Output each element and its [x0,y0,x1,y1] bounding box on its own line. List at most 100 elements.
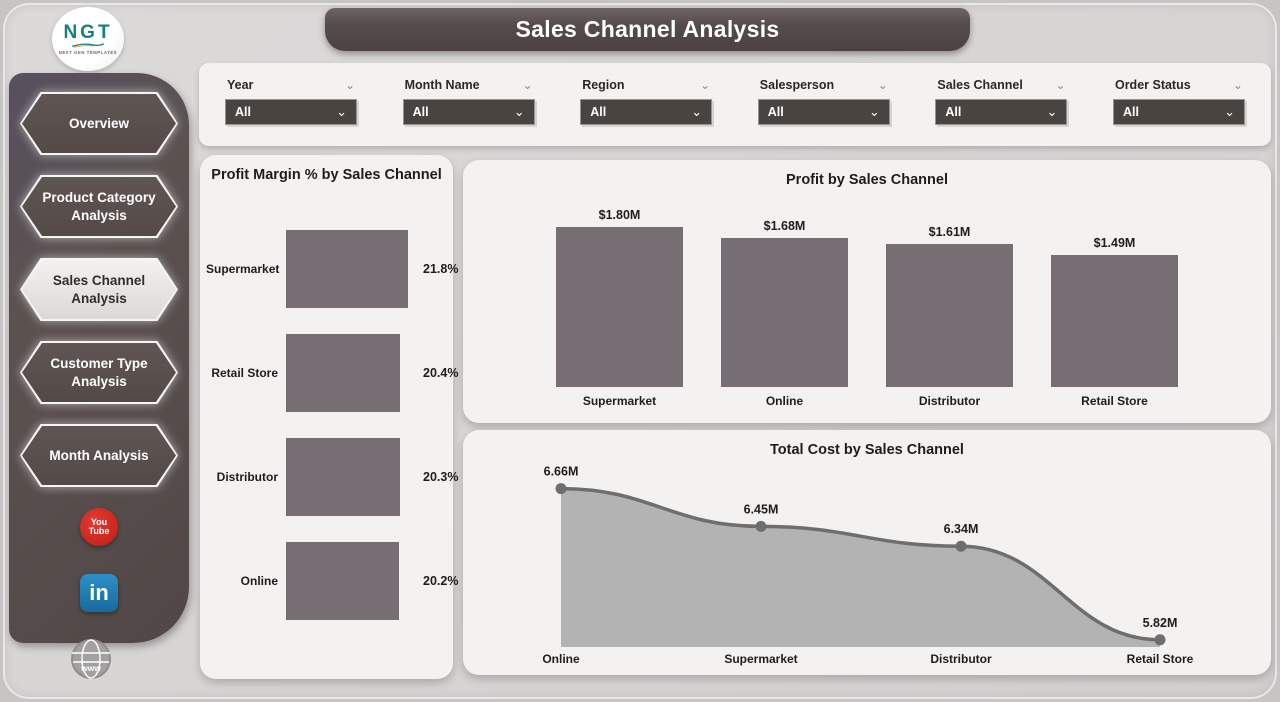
chevron-down-icon[interactable]: ⌄ [522,78,533,92]
data-label: $1.49M [1093,235,1136,250]
category-label: Distributor [216,469,278,484]
data-label: 5.82M [1143,616,1178,630]
bar[interactable] [286,230,408,308]
profit-panel: Profit by Sales Channel $1.80M Supermarke… [463,160,1271,423]
filter-value: All [945,105,962,119]
sidebar-item-sales-channel-analysis[interactable]: Sales Channel Analysis [20,258,178,321]
chevron-down-icon: ⌄ [691,104,703,119]
filter-label: Region [582,78,625,92]
sidebar: Overview Product Category Analysis Sales… [9,73,189,643]
filter-value: All [767,105,784,119]
logo-text: NGT [63,22,113,43]
filter-value: All [235,105,251,119]
bar[interactable] [886,243,1013,387]
logo-swoosh-icon [71,43,105,48]
category-label: Supermarket [206,261,280,276]
bar[interactable] [556,227,683,387]
dashboard-frame: Sales Channel Analysis NGT NEXT GEN TEMP… [3,3,1277,699]
data-label: 21.8% [423,262,459,276]
hbar-row: Retail Store 20.4% [206,334,458,412]
sidebar-item-month-analysis[interactable]: Month Analysis [20,424,178,487]
chart-title: Profit Margin % by Sales Channel [211,167,442,183]
linkedin-icon[interactable]: in [80,574,118,612]
data-label: 6.34M [944,522,979,536]
data-label: 20.4% [423,366,459,380]
total-cost-panel: Total Cost by Sales Channel 6.66M Online 6… [463,430,1271,675]
filter-region-dropdown[interactable]: All ⌄ [580,99,713,125]
chevron-down-icon: ⌄ [1046,104,1058,119]
data-point[interactable] [555,483,567,495]
filter-year: Year ⌄ All ⌄ [225,78,357,146]
hbar-row: Distributor 20.3% [206,438,458,516]
data-label: $1.61M [928,224,971,239]
bar[interactable] [721,237,848,387]
chevron-down-icon[interactable]: ⌄ [877,78,888,92]
data-point[interactable] [1154,634,1166,646]
category-label: Retail Store [211,365,278,380]
profit-margin-panel: Profit Margin % by Sales Channel Superma… [200,155,458,679]
chevron-down-icon[interactable]: ⌄ [1055,78,1066,92]
youtube-icon-text: You [90,516,108,527]
category-label: Supermarket [582,394,657,408]
data-label: 20.2% [423,574,459,588]
filter-label: Sales Channel [937,78,1023,92]
category-label: Online [240,573,278,588]
category-label: Online [542,652,580,666]
filter-label: Month Name [404,78,480,92]
category-label: Distributor [918,394,981,408]
filter-value: All [1122,105,1139,119]
chevron-down-icon[interactable]: ⌄ [1232,78,1243,92]
data-label: 6.66M [544,465,579,479]
globe-icon: www [71,639,111,679]
filter-value: All [412,105,429,119]
bar[interactable] [1051,254,1178,387]
column-group: $1.68M Online [702,195,867,408]
filter-label: Salesperson [759,78,835,92]
chevron-down-icon[interactable]: ⌄ [344,78,355,92]
chevron-down-icon[interactable]: ⌄ [700,78,711,92]
sidebar-item-label: Customer Type Analysis [22,343,176,402]
data-label: 20.3% [423,470,459,484]
filter-order-status: Order Status ⌄ All ⌄ [1112,78,1245,146]
filter-salesperson-dropdown[interactable]: All ⌄ [757,99,890,125]
website-icon[interactable]: www [69,637,113,681]
page-title: Sales Channel Analysis [515,16,780,42]
sidebar-item-overview[interactable]: Overview [20,92,178,155]
youtube-icon[interactable]: You Tube [80,508,118,546]
bar[interactable] [286,542,399,620]
filter-value: All [590,105,607,119]
sidebar-item-label: Sales Channel Analysis [22,260,176,319]
filter-sales-channel: Sales Channel ⌄ All ⌄ [935,78,1068,146]
sidebar-item-customer-type-analysis[interactable]: Customer Type Analysis [20,341,178,404]
filter-region: Region ⌄ All ⌄ [580,78,713,146]
filter-month-name-dropdown[interactable]: All ⌄ [402,99,535,125]
bar[interactable] [286,334,401,412]
profit-chart: $1.80M Supermarket $1.68M Online $1.61M Distr… [463,195,1271,408]
category-label: Supermarket [724,652,797,666]
category-label: Retail Store [1081,394,1148,408]
sidebar-item-label: Product Category Analysis [22,177,176,236]
category-label: Retail Store [1127,652,1194,666]
filter-sales-channel-dropdown[interactable]: All ⌄ [935,99,1068,125]
data-label: 6.45M [744,502,779,516]
chart-title: Profit by Sales Channel [786,172,948,188]
total-cost-chart: 6.66M Online 6.45M Supermarket 6.34M Distribu… [542,465,1194,666]
bar[interactable] [286,438,400,516]
chevron-down-icon: ⌄ [868,104,880,119]
data-point[interactable] [755,520,767,532]
category-label: Online [765,394,804,408]
filter-label: Year [227,78,254,92]
title-bar: Sales Channel Analysis [325,8,970,51]
filter-year-dropdown[interactable]: All ⌄ [225,99,357,125]
trend-line [560,486,1161,642]
chart-title: Total Cost by Sales Channel [770,442,964,458]
ngt-logo: NGT NEXT GEN TEMPLATES [52,7,124,71]
column-group: $1.80M Supermarket [537,195,702,408]
sidebar-item-product-category-analysis[interactable]: Product Category Analysis [20,175,178,238]
filter-month-name: Month Name ⌄ All ⌄ [402,78,535,146]
area-fill[interactable] [561,488,1160,647]
filter-order-status-dropdown[interactable]: All ⌄ [1112,99,1245,125]
filter-salesperson: Salesperson ⌄ All ⌄ [757,78,890,146]
data-point[interactable] [955,540,967,552]
profit-margin-chart: Supermarket 21.8% Retail Store 20.4% Distrib… [200,230,458,620]
